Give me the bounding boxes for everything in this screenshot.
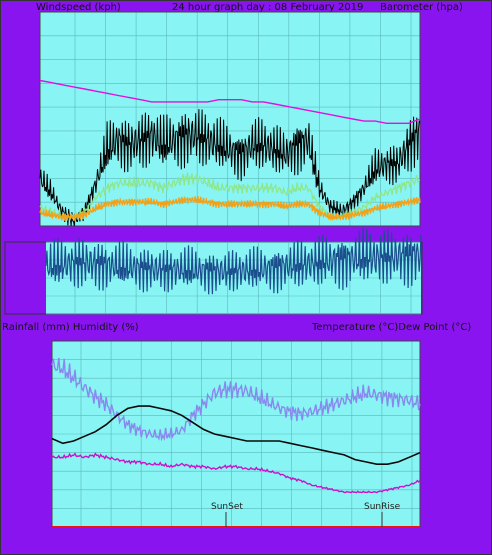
average-wind-series-line xyxy=(39,172,421,222)
bottom-panel: Rainfall (mm) Humidity (%) Temperature (… xyxy=(2,322,471,528)
wind-orange-series-line xyxy=(39,196,421,222)
dew-point-series-line xyxy=(51,452,421,494)
temperature-series-line xyxy=(51,405,421,466)
mid-series xyxy=(45,227,422,295)
top-grid xyxy=(39,11,421,227)
top-panel: Windspeed (kph) 24 hour graph day : 08 F… xyxy=(36,2,463,227)
mid-panel xyxy=(4,227,423,315)
sunrise-label: SunRise xyxy=(364,502,401,512)
top-plot-area xyxy=(40,12,420,226)
bottom-series xyxy=(51,357,421,528)
barometer-series-line xyxy=(39,79,421,125)
top-series xyxy=(39,79,421,227)
wind-direction-series-line xyxy=(45,227,422,295)
gust-series-line xyxy=(39,109,421,227)
sunset-label: SunSet xyxy=(211,502,243,512)
temp-dewpoint-label: Temperature (°C)Dew Point (°C) xyxy=(311,322,471,333)
graph-title: 24 hour graph day : 08 February 2019 xyxy=(172,2,363,13)
rain-humidity-label: Rainfall (mm) Humidity (%) xyxy=(2,322,139,333)
windspeed-label: Windspeed (kph) xyxy=(36,2,121,13)
humidity-series-line xyxy=(51,357,421,442)
barometer-label: Barometer (hpa) xyxy=(380,2,463,13)
